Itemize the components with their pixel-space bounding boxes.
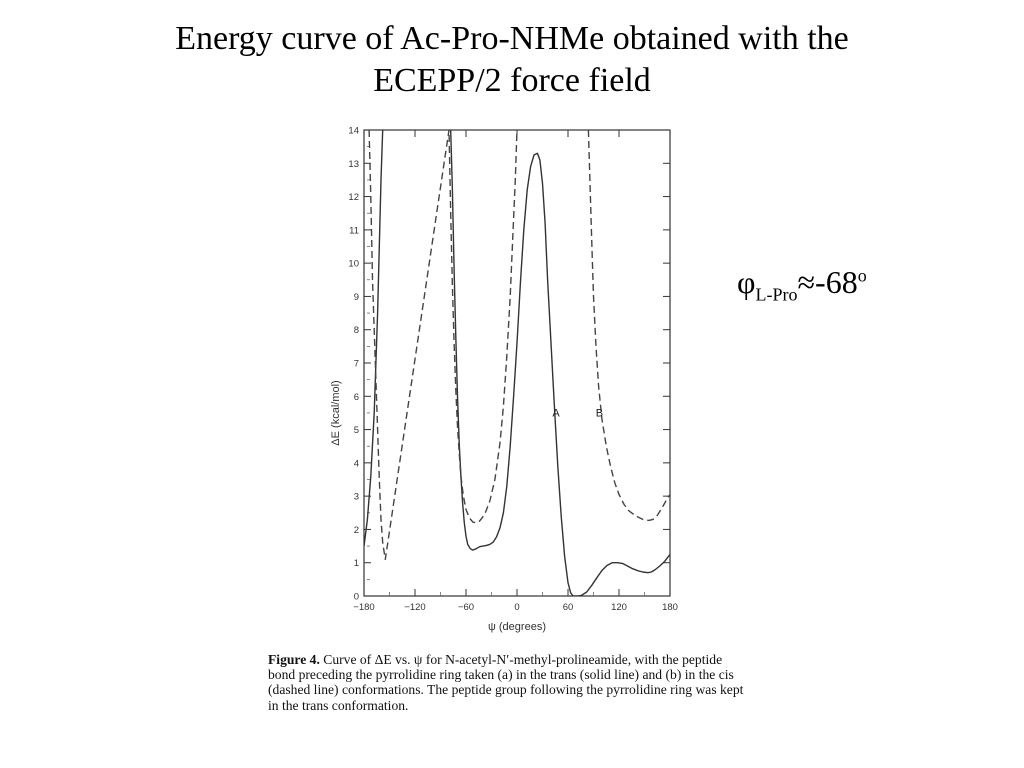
y-tick-label: 1	[354, 558, 359, 569]
y-axis-title: ΔE (kcal/mol)	[330, 380, 342, 445]
y-tick-label: 12	[348, 192, 359, 203]
phi-superscript: o	[857, 265, 867, 286]
curve-label-b: B	[596, 407, 603, 419]
slide-title: Energy curve of Ac-Pro-NHMe obtained wit…	[0, 18, 1024, 102]
x-tick-label: −120	[404, 602, 425, 613]
x-tick-label: −180	[353, 602, 374, 613]
series-line-a	[364, 130, 670, 596]
y-tick-label: 6	[354, 392, 359, 403]
x-tick-label: −60	[458, 602, 474, 613]
x-tick-label: 180	[662, 602, 678, 613]
x-tick-label: 60	[563, 602, 574, 613]
series-line-b	[368, 130, 670, 561]
phi-subscript: L-Pro	[755, 284, 798, 305]
phi-angle-note: φL-Pro≈-68o	[737, 264, 867, 305]
y-tick-label: 4	[354, 458, 359, 469]
y-tick-label: 14	[348, 126, 359, 137]
y-tick-label: 9	[354, 292, 359, 303]
figure-caption-text: Curve of ΔE vs. ψ for N-acetyl-N′-methyl…	[268, 652, 744, 713]
figure-caption: Figure 4. Curve of ΔE vs. ψ for N-acetyl…	[268, 652, 746, 713]
curves-group	[364, 130, 670, 596]
phi-symbol: φ	[737, 264, 756, 300]
x-tick-label: 120	[611, 602, 627, 613]
y-tick-label: 11	[349, 225, 359, 236]
plot-frame	[363, 129, 671, 597]
phi-value: ≈-68	[797, 264, 858, 300]
y-tick-label: 7	[354, 359, 359, 370]
y-tick-label: 13	[348, 159, 359, 170]
figure-label: Figure 4.	[268, 652, 320, 667]
x-axis-title: ψ (degrees)	[488, 621, 546, 633]
y-tick-label: 5	[354, 425, 359, 436]
y-tick-label: 2	[354, 525, 359, 536]
x-tick-label: 0	[514, 602, 519, 613]
slide-title-line1: Energy curve of Ac-Pro-NHMe obtained wit…	[175, 20, 849, 57]
y-tick-label: 10	[348, 259, 359, 270]
y-tick-label: 3	[354, 492, 359, 503]
y-tick-label: 8	[354, 325, 359, 336]
curve-label-a: A	[552, 407, 560, 419]
y-tick-label: 0	[354, 592, 359, 603]
slide-title-line2: ECEPP/2 force field	[373, 62, 651, 99]
